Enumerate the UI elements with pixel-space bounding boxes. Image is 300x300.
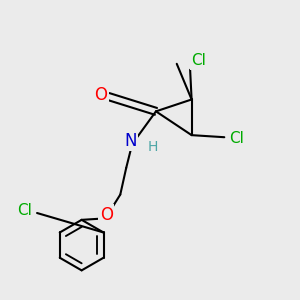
Text: Cl: Cl: [230, 130, 244, 146]
Text: O: O: [94, 86, 107, 104]
Text: Cl: Cl: [192, 53, 206, 68]
Text: O: O: [100, 206, 113, 224]
Text: Cl: Cl: [17, 203, 32, 218]
Text: H: H: [148, 140, 158, 154]
Text: N: N: [124, 132, 137, 150]
